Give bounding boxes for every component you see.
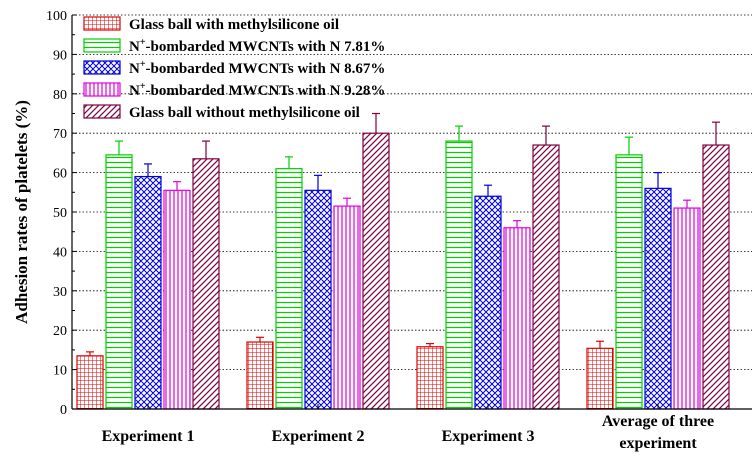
bar [192, 158, 220, 410]
legend-label: Glass ball with methylsilicone oil [129, 17, 339, 33]
bar [416, 346, 444, 410]
y-tick-label: 90 [53, 48, 67, 63]
legend-label: N+-bombarded MWCNTs with N 8.67% [129, 59, 385, 77]
y-tick-labels: 0 10 20 30 40 50 60 70 80 90 100 [46, 9, 67, 418]
y-tick-label: 100 [46, 9, 67, 24]
legend-swatch [83, 16, 121, 31]
legend: Glass ball with methylsilicone oil N+-bom… [83, 16, 385, 121]
bar [615, 154, 643, 410]
legend-swatch [83, 82, 121, 97]
y-tick-label: 40 [53, 245, 67, 260]
legend-swatch [83, 104, 121, 119]
y-tick-label: 60 [53, 167, 67, 182]
bar [644, 187, 672, 410]
bar [304, 189, 332, 410]
axes [71, 14, 752, 410]
x-category-labels: Experiment 1 Experiment 2 Experiment 3 Aver… [102, 413, 715, 452]
bar [532, 144, 560, 410]
bar [503, 227, 531, 410]
x-category-label: Average of three [602, 413, 714, 430]
bar [163, 189, 191, 410]
x-category-label: experiment [619, 435, 697, 452]
y-tick-label: 0 [60, 403, 67, 418]
bar [333, 205, 361, 410]
y-tick-label: 70 [53, 127, 67, 142]
bar [474, 195, 502, 410]
y-axis-label: Adhesion rates of platelets (%) [12, 100, 31, 324]
x-category-label: Experiment 2 [272, 428, 365, 445]
bar [105, 154, 133, 410]
legend-swatch [83, 38, 121, 53]
y-tick-label: 20 [53, 324, 67, 339]
legend-label: N+-bombarded MWCNTs with N 9.28% [129, 81, 385, 99]
bar [275, 168, 303, 410]
y-tick-label: 80 [53, 88, 67, 103]
bar [445, 140, 473, 410]
legend-label: Glass ball without methylsilicone oil [129, 105, 360, 121]
y-tick-label: 10 [53, 364, 67, 379]
legend-label: N+-bombarded MWCNTs with N 7.81% [129, 37, 385, 55]
error-bars [86, 112, 720, 356]
bar [702, 144, 730, 410]
y-tick-label: 30 [53, 285, 67, 300]
x-category-label: Experiment 1 [102, 428, 195, 445]
x-category-label: Experiment 3 [442, 428, 535, 445]
y-tick-label: 50 [53, 206, 67, 221]
bar [362, 132, 390, 410]
legend-swatch [83, 60, 121, 75]
bar [586, 347, 614, 410]
bar [246, 341, 274, 410]
bars [76, 132, 730, 410]
bar [76, 355, 104, 410]
bar [134, 175, 162, 410]
bar [673, 207, 701, 410]
